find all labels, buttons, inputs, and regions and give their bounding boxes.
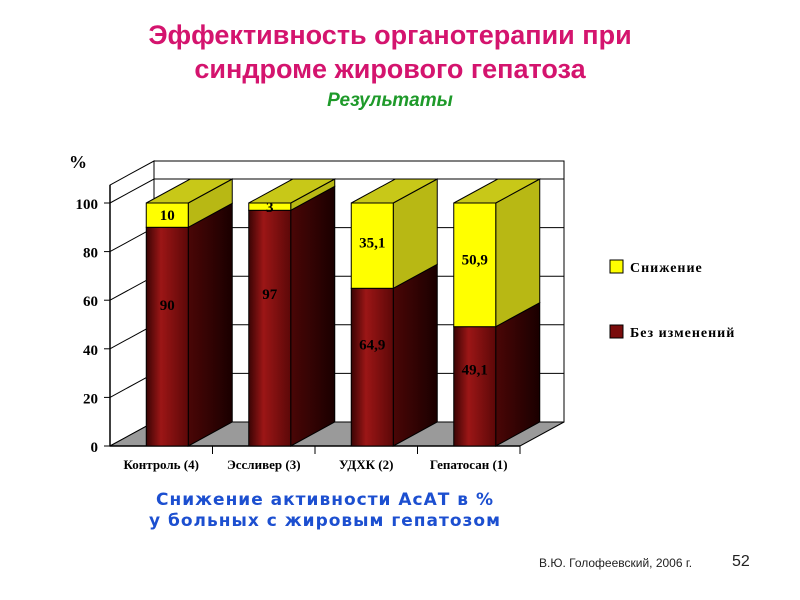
x-category-label: Контроль (4) bbox=[124, 457, 199, 472]
bar-side-nochange bbox=[187, 202, 233, 447]
data-label-nochange: 64,9 bbox=[359, 337, 385, 353]
x-category-label: УДХК (2) bbox=[339, 457, 393, 472]
slide-subtitle: Результаты bbox=[327, 90, 453, 111]
slide-number: 52 bbox=[732, 553, 750, 570]
legend-swatch bbox=[609, 324, 624, 339]
bar-decrease bbox=[350, 202, 394, 289]
bar-side-nochange bbox=[290, 185, 336, 447]
data-label-nochange: 49,1 bbox=[462, 362, 488, 378]
data-label-nochange: 90 bbox=[160, 298, 175, 314]
bar-side-nochange bbox=[495, 301, 541, 447]
bar-decrease bbox=[453, 202, 497, 328]
data-label-nochange: 97 bbox=[262, 287, 278, 303]
y-tick-label: 60 bbox=[83, 294, 98, 310]
chart-caption-line2: у больных с жировым гепатозом bbox=[149, 511, 501, 531]
y-tick-label: 80 bbox=[83, 246, 98, 262]
bar-decrease bbox=[145, 202, 189, 228]
slide-title-line2: синдроме жирового гепатоза bbox=[194, 54, 586, 84]
legend-label: Снижение bbox=[630, 261, 703, 276]
bar-nochange bbox=[145, 226, 189, 447]
data-label-decrease: 3 bbox=[266, 200, 274, 216]
data-label-decrease: 50,9 bbox=[462, 253, 488, 269]
bar-nochange bbox=[350, 287, 394, 447]
y-tick-label: 0 bbox=[91, 440, 99, 456]
y-tick-label: 40 bbox=[83, 343, 98, 359]
bar-top-cap bbox=[453, 178, 540, 204]
y-axis-label: % bbox=[69, 152, 87, 172]
x-category-label: Эссливер (3) bbox=[227, 457, 301, 472]
author-credit: В.Ю. Голофеевский, 2006 г. bbox=[539, 556, 693, 570]
x-category-label: Гепатосан (1) bbox=[430, 457, 508, 472]
bar-top-cap bbox=[351, 178, 438, 204]
bar-nochange bbox=[453, 326, 497, 447]
bar-side-nochange bbox=[392, 263, 438, 447]
bar-side-decrease bbox=[495, 178, 541, 328]
legend-label: Без изменений bbox=[630, 326, 735, 341]
chart-caption-line1: Снижение активности АсАТ в % bbox=[155, 490, 495, 510]
bar-top-cap bbox=[146, 178, 233, 204]
bar-top-cap bbox=[248, 178, 335, 204]
bar-nochange bbox=[248, 209, 292, 447]
data-label-decrease: 10 bbox=[160, 208, 175, 224]
bar-chart: 0 20 40 60 80 100% 90 10 Контроль (4) 97 3 Эссливер… bbox=[69, 152, 735, 472]
y-tick-label: 100 bbox=[76, 197, 99, 213]
data-label-decrease: 35,1 bbox=[359, 235, 385, 251]
legend-swatch bbox=[609, 259, 624, 274]
slide-title-line1: Эффективность органотерапии при bbox=[148, 20, 632, 50]
y-tick-label: 20 bbox=[83, 391, 98, 407]
